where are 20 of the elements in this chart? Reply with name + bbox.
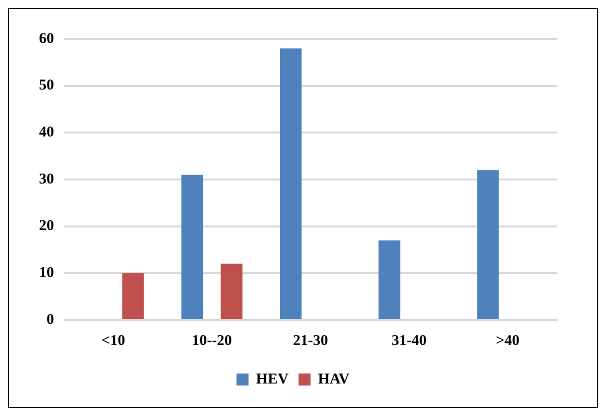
- y-tick-label: 40: [39, 124, 54, 141]
- bar: [477, 170, 499, 319]
- x-tick-label: 21-30: [293, 332, 328, 349]
- bar: [122, 273, 144, 319]
- bar: [220, 264, 242, 319]
- y-tick-label: 10: [39, 265, 54, 282]
- y-tick-label: 0: [46, 312, 54, 328]
- legend-label: HAV: [318, 371, 350, 388]
- y-tick-label: 20: [39, 218, 54, 234]
- x-tick-label: <10: [102, 332, 126, 349]
- bar: [181, 174, 204, 319]
- bar: [378, 240, 400, 319]
- y-tick-label: 50: [39, 78, 54, 94]
- x-tick-label: 31-40: [392, 332, 427, 349]
- y-tick-label: 30: [39, 171, 54, 188]
- bar: [280, 48, 302, 319]
- y-tick-label: 60: [39, 30, 54, 47]
- legend-label: HEV: [256, 371, 289, 388]
- x-tick-label: 10--20: [192, 332, 232, 349]
- x-tick-label: >40: [496, 332, 520, 349]
